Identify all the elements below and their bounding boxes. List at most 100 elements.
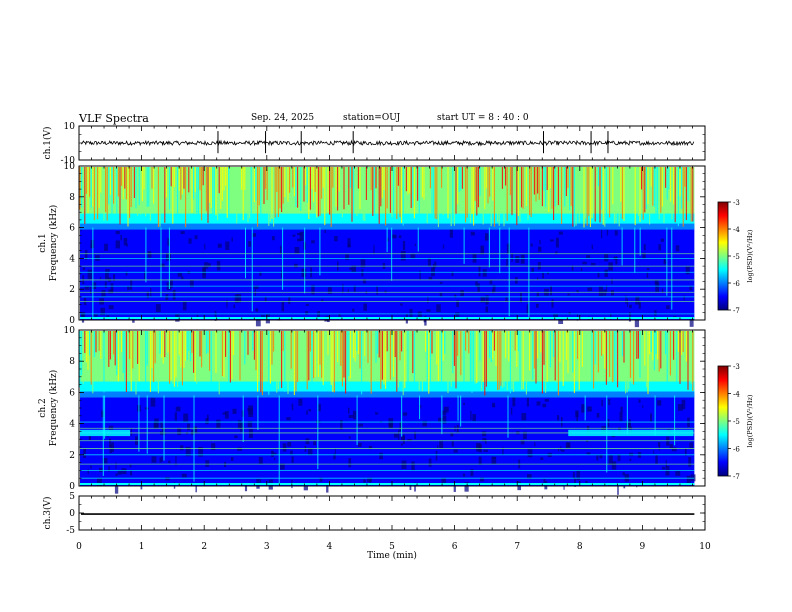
noise-cell [237, 420, 242, 429]
noise-cell [202, 268, 206, 279]
noise-cell [439, 440, 444, 449]
colorbar-tick-label: -7 [733, 307, 740, 315]
noise-cell [527, 474, 532, 480]
noise-cell [115, 230, 120, 235]
noise-cell [347, 238, 351, 248]
noise-cell [181, 276, 184, 280]
station-label: station=OUJ [343, 113, 401, 123]
y-tick-label: 10 [64, 326, 76, 336]
noise-cell [611, 278, 613, 284]
noise-cell [282, 443, 287, 452]
noise-cell [604, 269, 608, 277]
noise-cell [574, 478, 577, 487]
noise-cell [244, 483, 248, 492]
noise-cell [681, 399, 686, 410]
noise-cell [628, 426, 633, 434]
noise-cell [288, 296, 291, 305]
noise-cell [515, 277, 518, 284]
band-segment [568, 429, 694, 437]
noise-cell [427, 257, 431, 267]
colorbar-tick-label: -6 [733, 446, 740, 454]
noise-cell [104, 243, 108, 251]
noise-cell [401, 460, 407, 470]
noise-cell [485, 306, 489, 313]
noise-cell [531, 267, 534, 273]
noise-cell [347, 483, 349, 487]
noise-cell [207, 263, 211, 267]
noise-cell [175, 406, 181, 412]
noise-cell [462, 473, 466, 477]
noise-cell [426, 309, 431, 312]
y-tick-label: 10 [64, 122, 76, 132]
noise-cell [326, 484, 329, 493]
noise-cell [353, 285, 356, 292]
noise-cell [318, 403, 321, 412]
noise-cell [598, 286, 604, 296]
noise-cell [204, 262, 209, 269]
noise-cell [216, 260, 221, 271]
x-axis-label: Time (min) [367, 550, 417, 561]
noise-cell [214, 310, 217, 321]
noise-cell [311, 240, 315, 244]
noise-cell [80, 228, 82, 232]
x-tick-label: 6 [452, 542, 458, 552]
noise-cell [557, 447, 560, 452]
noise-cell [293, 263, 298, 268]
noise-cell [286, 417, 291, 421]
noise-cell [90, 239, 95, 249]
noise-cell [279, 463, 285, 470]
noise-cell [432, 264, 435, 270]
noise-cell [587, 287, 593, 292]
x-tick-label: 9 [640, 542, 646, 552]
noise-cell [279, 245, 282, 254]
y-tick-label: 8 [69, 193, 75, 203]
ch1-waveform-line [80, 139, 695, 147]
noise-cell [561, 449, 565, 452]
noise-cell [299, 231, 304, 241]
noise-cell [451, 271, 454, 277]
noise-cell [224, 411, 229, 419]
noise-cell [590, 262, 596, 266]
noise-cell [95, 255, 100, 261]
noise-cell [417, 311, 422, 321]
noise-cell [363, 303, 367, 311]
noise-cell [90, 286, 92, 294]
noise-cell [93, 314, 98, 317]
noise-cell [174, 412, 178, 421]
noise-cell [591, 244, 594, 249]
noise-cell [402, 240, 406, 251]
noise-cell [205, 418, 209, 425]
noise-cell [115, 461, 117, 469]
noise-cell [576, 470, 580, 481]
noise-cell [470, 231, 475, 236]
noise-cell [348, 436, 351, 439]
noise-cell [441, 477, 447, 484]
y-axis-label: ch.3(V) [42, 497, 53, 530]
noise-cell [581, 404, 585, 413]
noise-cell [643, 244, 646, 251]
noise-cell [340, 420, 343, 430]
noise-cell [646, 272, 649, 278]
noise-cell [684, 448, 687, 456]
colorbar-tick-label: -6 [733, 280, 740, 288]
y-axis-label-frequency: Frequency (kHz) [48, 370, 59, 447]
noise-cell [110, 283, 114, 292]
noise-cell [629, 304, 632, 309]
colorbar-tick-label: -7 [733, 473, 740, 481]
noise-cell [392, 234, 397, 239]
noise-cell [688, 457, 692, 467]
colorbar-tick-label: -3 [733, 199, 740, 207]
noise-cell [132, 318, 135, 323]
noise-cell [666, 305, 670, 310]
noise-cell [233, 304, 236, 309]
noise-cell [611, 461, 617, 470]
noise-cell [402, 412, 408, 416]
noise-cell [604, 253, 609, 262]
noise-cell [160, 422, 163, 429]
noise-cell [358, 442, 362, 447]
noise-cell [657, 441, 661, 447]
noise-cell [304, 446, 307, 452]
noise-cell [308, 409, 311, 412]
noise-cell [88, 435, 92, 441]
